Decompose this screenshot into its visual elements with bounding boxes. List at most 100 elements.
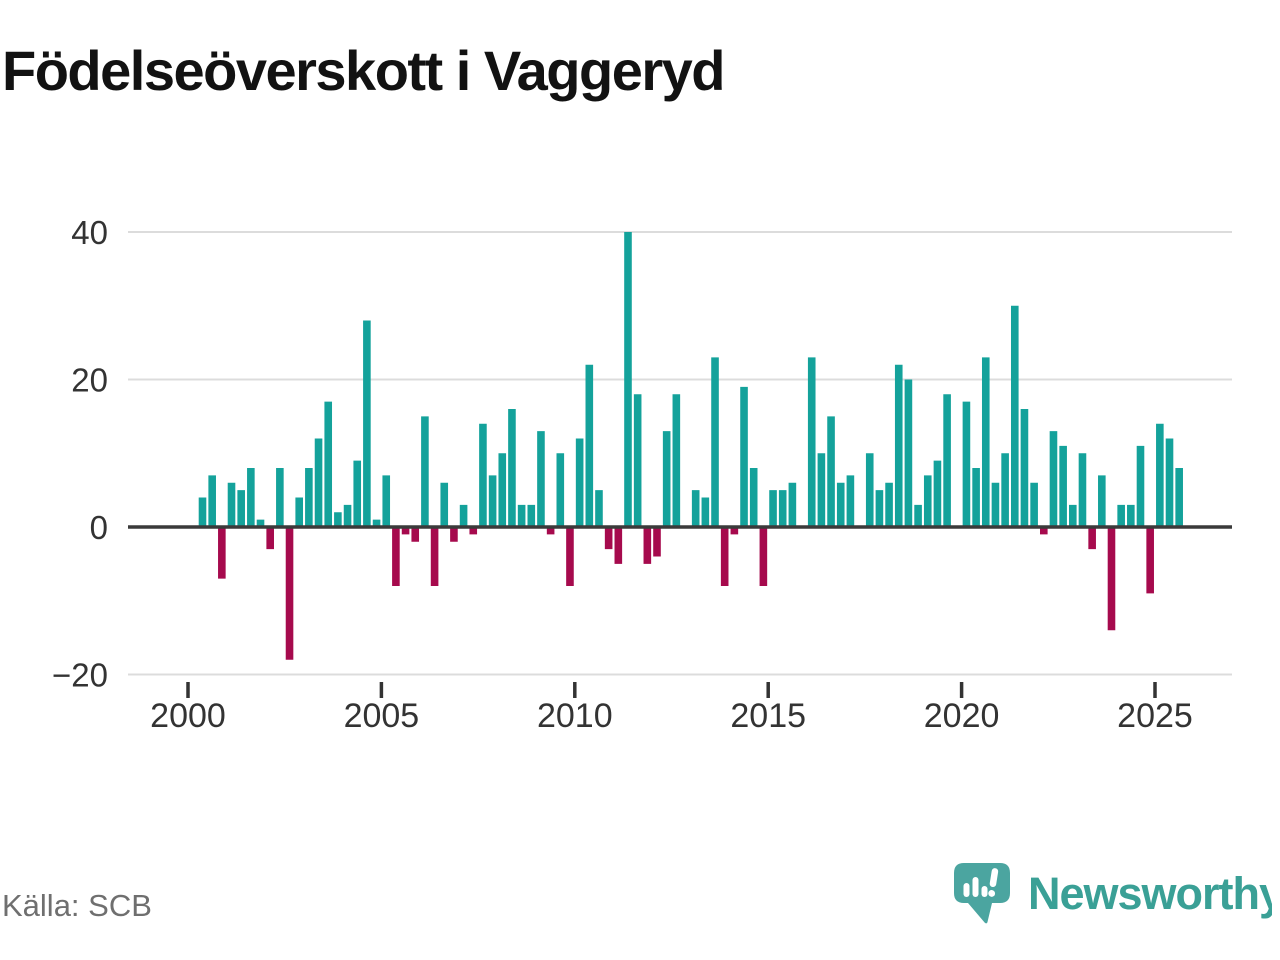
bar-2006-q3 [440, 482, 449, 527]
bar-2023-q1 [1078, 453, 1087, 527]
bar-2014-q4 [759, 527, 768, 586]
bar-2017-q4 [875, 490, 884, 528]
x-tick-label-2020: 2020 [924, 697, 1000, 735]
bar-2024-q3 [1136, 445, 1145, 528]
bar-2010-q3 [595, 490, 603, 528]
bar-2005-q4 [411, 527, 420, 542]
bar-2024-q2 [1127, 504, 1135, 528]
x-tick-label-2005: 2005 [344, 697, 420, 735]
bar-2022-q4 [1069, 504, 1077, 528]
bar-2017-q1 [846, 475, 855, 528]
bar-2016-q3 [827, 416, 835, 528]
bar-2013-q3 [711, 357, 719, 528]
bar-2002-q3 [285, 527, 294, 660]
brand-lockup: Newsworthy [952, 856, 1272, 928]
y-tick-label--20: −20 [52, 657, 108, 694]
bar-2011-q1 [614, 527, 623, 564]
bar-2009-q1 [537, 431, 545, 528]
y-tick-label-0: 0 [90, 509, 108, 546]
x-axis-labels: 2000 2005 2010 2015 2020 2025 [150, 697, 1193, 735]
bar-2020-q1 [962, 401, 971, 528]
bar-2020-q3 [981, 357, 990, 528]
bar-2014-q2 [740, 386, 748, 528]
bar-2019-q3 [943, 394, 951, 527]
bar-2015-q3 [788, 482, 797, 527]
bar-2001-q2 [237, 490, 245, 528]
bar-2025-q1 [1156, 423, 1164, 527]
brand-wordmark: Newsworthy [1028, 868, 1272, 919]
bar-2010-q2 [585, 364, 594, 527]
bar-2008-q1 [498, 453, 507, 527]
bar-2000-q2 [198, 497, 207, 527]
x-tick-label-2025: 2025 [1117, 697, 1193, 735]
bar-2007-q2 [469, 527, 478, 535]
bar-2002-q2 [276, 468, 284, 527]
bar-2012-q3 [672, 394, 681, 527]
bar-2020-q4 [991, 482, 1000, 527]
bar-2007-q3 [479, 423, 487, 527]
bar-2005-q1 [382, 475, 391, 528]
bar-2004-q3 [363, 320, 371, 527]
y-tick-label-40: 40 [71, 214, 108, 251]
bar-2023-q2 [1088, 527, 1096, 550]
bar-2024-q4 [1146, 527, 1154, 594]
bar-2019-q2 [933, 460, 942, 528]
bar-2000-q3 [208, 475, 216, 528]
bar-2009-q2 [546, 527, 555, 535]
x-tick-label-2000: 2000 [150, 697, 226, 735]
bar-2012-q2 [662, 431, 671, 528]
bar-2014-q3 [749, 468, 758, 527]
bar-2013-q4 [720, 527, 729, 586]
bar-2021-q1 [1001, 453, 1009, 527]
bar-2004-q1 [343, 504, 352, 528]
bar-2010-q1 [575, 438, 584, 527]
bar-2017-q3 [865, 453, 874, 527]
bar-2004-q4 [372, 519, 381, 528]
bar-2015-q2 [778, 490, 787, 528]
bar-2025-q3 [1175, 468, 1183, 527]
bar-2021-q4 [1030, 482, 1038, 527]
bar-2006-q4 [450, 527, 458, 542]
bar-2018-q3 [904, 379, 913, 527]
bar-chart-glyph [963, 877, 988, 897]
y-axis-labels: 40 20 0 −20 [52, 214, 108, 694]
bar-2022-q3 [1059, 445, 1067, 528]
bar-2004-q2 [353, 460, 362, 528]
bar-2002-q1 [266, 527, 274, 550]
bar-2024-q1 [1117, 504, 1125, 528]
bar-2025-q2 [1165, 438, 1174, 527]
bar-2018-q1 [885, 482, 893, 527]
bar-2021-q2 [1010, 305, 1019, 527]
bar-2014-q1 [730, 527, 739, 535]
bar-2023-q4 [1107, 527, 1116, 631]
bar-2011-q2 [624, 232, 632, 527]
x-axis-ticks [186, 682, 1157, 698]
bar-2011-q3 [633, 394, 642, 527]
bar-2009-q4 [566, 527, 574, 586]
bar-2001-q1 [227, 482, 236, 527]
bar-2011-q4 [643, 527, 652, 564]
bar-2023-q3 [1098, 475, 1106, 528]
bar-2019-q1 [923, 475, 932, 528]
bar-2003-q4 [334, 512, 342, 527]
bar-2003-q2 [314, 438, 323, 527]
bar-2020-q2 [972, 468, 980, 527]
bar-2007-q4 [488, 475, 497, 528]
bar-2005-q3 [401, 527, 410, 535]
bar-2012-q1 [653, 527, 661, 557]
bar-2003-q1 [305, 468, 313, 527]
bar-2016-q2 [817, 453, 826, 527]
bar-2021-q3 [1020, 409, 1029, 527]
chart-title: Födelseöverskott i Vaggeryd [2, 39, 725, 102]
bar-2016-q4 [836, 482, 845, 527]
bar-2022-q1 [1040, 527, 1048, 535]
gridlines [128, 231, 1232, 676]
newsworthy-logo-icon [954, 863, 1010, 924]
bar-2008-q2 [508, 409, 516, 527]
source-note: Källa: SCB [2, 888, 152, 923]
bar-2006-q1 [421, 416, 429, 528]
bar-2022-q2 [1049, 431, 1058, 528]
x-tick-label-2010: 2010 [537, 697, 613, 735]
bar-2016-q1 [807, 357, 816, 528]
